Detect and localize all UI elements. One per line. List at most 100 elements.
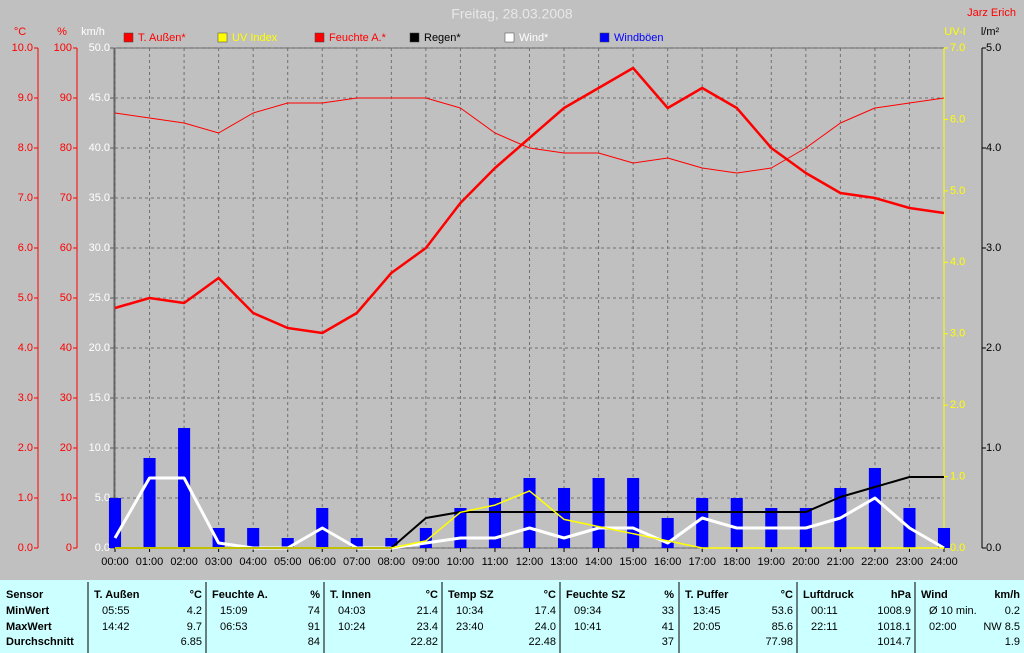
- group-name: Feuchte A.: [212, 589, 268, 601]
- author: Jarz Erich: [967, 7, 1016, 19]
- x-tick-label: 03:00: [205, 556, 233, 568]
- y-tick-label: 10: [60, 492, 72, 504]
- bar: [350, 538, 363, 548]
- axis-label: %: [57, 26, 67, 38]
- group-name: T. Außen: [94, 589, 140, 601]
- cell-value: 24.0: [535, 621, 556, 633]
- cell-average: 22.82: [410, 636, 438, 648]
- y-tick-label: 35.0: [89, 192, 110, 204]
- group-name: Temp SZ: [448, 589, 494, 601]
- x-tick-label: 10:00: [447, 556, 475, 568]
- x-tick-label: 20:00: [792, 556, 820, 568]
- y-tick-label: 10.0: [12, 42, 33, 54]
- bar: [454, 508, 467, 548]
- cell-time: 23:40: [456, 621, 484, 633]
- cell-value: 1008.9: [877, 605, 911, 617]
- bar: [247, 528, 260, 548]
- y-tick-label: 10.0: [89, 442, 110, 454]
- cell-time: 09:34: [574, 605, 602, 617]
- cell-average: 6.85: [181, 636, 202, 648]
- y-tick-label: 45.0: [89, 92, 110, 104]
- bar: [488, 498, 502, 548]
- row-label: Sensor: [6, 589, 44, 601]
- y-tick-label: 0.0: [95, 542, 110, 554]
- cell-average: 84: [308, 636, 320, 648]
- x-tick-label: 15:00: [619, 556, 647, 568]
- legend-swatch: [599, 32, 610, 43]
- x-tick-label: 21:00: [827, 556, 855, 568]
- group-unit: °C: [544, 589, 556, 601]
- y-tick-label: 90: [60, 92, 72, 104]
- axis-label: km/h: [81, 26, 105, 38]
- cell-value: 23.4: [417, 621, 438, 633]
- y-tick-label: 1.0: [18, 492, 33, 504]
- cell-time: 00:11: [811, 605, 838, 617]
- cell-average: 37: [662, 636, 674, 648]
- legend-swatch: [409, 32, 420, 43]
- group-unit: °C: [781, 589, 793, 601]
- axis-label: °C: [14, 26, 26, 38]
- y-tick-label: 15.0: [89, 392, 110, 404]
- cell-value: 85.6: [772, 621, 793, 633]
- x-tick-label: 07:00: [343, 556, 371, 568]
- group-unit: °C: [190, 589, 202, 601]
- y-tick-label: 3.0: [986, 242, 1001, 254]
- y-tick-label: 1.0: [986, 442, 1001, 454]
- y-tick-label: 4.0: [986, 142, 1001, 154]
- y-tick-label: 2.0: [986, 342, 1001, 354]
- x-tick-label: 09:00: [412, 556, 440, 568]
- cell-time: 02:00: [929, 621, 957, 633]
- cell-average: 77.98: [765, 636, 793, 648]
- cell-value: 4.2: [187, 605, 202, 617]
- legend-swatch: [217, 32, 228, 43]
- chart-title: Freitag, 28.03.2008: [451, 6, 573, 22]
- y-tick-label: 6.0: [950, 113, 965, 125]
- group-unit: %: [310, 589, 320, 601]
- y-tick-label: 7.0: [950, 42, 965, 54]
- bar: [108, 498, 122, 548]
- group-unit: km/h: [994, 589, 1020, 601]
- group-name: Feuchte SZ: [566, 589, 626, 601]
- y-tick-label: 0.0: [950, 542, 965, 554]
- y-tick-label: 40: [60, 342, 72, 354]
- x-tick-label: 05:00: [274, 556, 302, 568]
- legend-label: UV Index: [232, 32, 278, 44]
- bar: [281, 538, 294, 548]
- cell-value: 41: [662, 621, 674, 633]
- bar: [143, 458, 156, 548]
- x-tick-label: 16:00: [654, 556, 682, 568]
- y-tick-label: 8.0: [18, 142, 33, 154]
- y-tick-label: 0.0: [18, 542, 33, 554]
- y-tick-label: 9.0: [18, 92, 33, 104]
- x-tick-label: 06:00: [308, 556, 336, 568]
- x-tick-label: 19:00: [758, 556, 786, 568]
- bar: [868, 468, 881, 548]
- cell-time: 06:53: [220, 621, 248, 633]
- y-tick-label: 7.0: [18, 192, 33, 204]
- y-tick-label: 0.0: [986, 542, 1001, 554]
- cell-time: 10:34: [456, 605, 484, 617]
- y-tick-label: 25.0: [89, 292, 110, 304]
- row-label: MinWert: [6, 605, 50, 617]
- legend-swatch: [314, 32, 325, 43]
- y-tick-label: 0: [66, 542, 72, 554]
- cell-time: 10:24: [338, 621, 366, 633]
- y-tick-label: 4.0: [950, 256, 965, 268]
- x-tick-label: 24:00: [930, 556, 958, 568]
- y-tick-label: 2.0: [950, 399, 965, 411]
- cell-time: 20:05: [693, 621, 721, 633]
- x-tick-label: 17:00: [688, 556, 716, 568]
- bar: [557, 488, 571, 548]
- cell-value: 21.4: [417, 605, 438, 617]
- group-name: T. Puffer: [685, 589, 729, 601]
- y-tick-label: 30: [60, 392, 72, 404]
- cell-value: NW 8.5: [983, 621, 1020, 633]
- cell-average: 22.48: [528, 636, 556, 648]
- x-tick-label: 02:00: [170, 556, 198, 568]
- bar: [178, 428, 191, 548]
- x-tick-label: 01:00: [136, 556, 164, 568]
- x-tick-label: 13:00: [550, 556, 578, 568]
- cell-value: 0.2: [1005, 605, 1020, 617]
- table-background: [0, 580, 1024, 653]
- cell-value: 17.4: [535, 605, 556, 617]
